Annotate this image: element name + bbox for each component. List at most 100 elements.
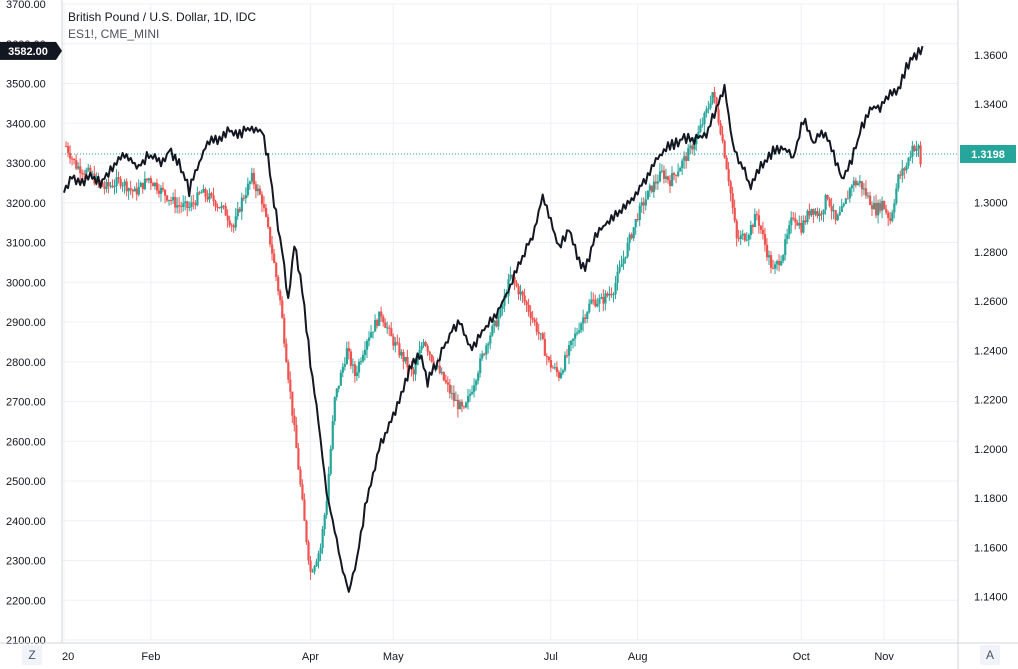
candle xyxy=(283,313,286,348)
candle xyxy=(729,179,732,202)
candle-body xyxy=(578,330,581,333)
candle xyxy=(228,215,231,228)
candle-body xyxy=(806,210,809,223)
candle xyxy=(374,314,377,332)
candle xyxy=(323,512,326,536)
candle xyxy=(396,334,399,346)
candle xyxy=(180,201,183,213)
candle xyxy=(568,340,571,365)
candle xyxy=(570,339,573,352)
candle-body xyxy=(652,181,656,192)
candle xyxy=(159,184,163,202)
candle xyxy=(69,145,72,164)
candle xyxy=(321,526,324,555)
candle xyxy=(240,192,243,220)
candle-body xyxy=(588,303,591,313)
candle xyxy=(224,202,227,216)
candle-body xyxy=(772,267,775,269)
candle xyxy=(917,143,920,158)
legend-main-series[interactable]: British Pound / U.S. Dollar, 1D, IDC xyxy=(68,10,257,24)
candle xyxy=(883,200,886,210)
candle xyxy=(519,284,522,301)
candle xyxy=(208,188,211,203)
candle-body xyxy=(503,295,506,307)
candle xyxy=(608,286,611,301)
candle-body xyxy=(293,415,296,425)
x-tick-label: Feb xyxy=(141,651,160,663)
candle-body xyxy=(669,180,672,186)
candle xyxy=(394,337,397,353)
candle-body xyxy=(553,367,557,369)
candle-body xyxy=(563,355,567,371)
candle xyxy=(614,275,617,300)
candle xyxy=(353,361,357,383)
candle-body xyxy=(681,160,684,169)
candle-body xyxy=(745,239,748,241)
candle xyxy=(448,378,452,399)
candle xyxy=(149,175,153,190)
auto-scale-button[interactable]: A xyxy=(980,645,1000,665)
candle-body xyxy=(454,399,458,401)
candle-body xyxy=(204,188,207,197)
candle-body xyxy=(273,253,276,263)
candle-body xyxy=(733,207,736,221)
candle xyxy=(602,289,605,312)
candle xyxy=(382,314,385,327)
candle-body xyxy=(634,218,637,228)
candle xyxy=(574,327,577,347)
candle-body xyxy=(471,391,474,394)
candle-body xyxy=(129,188,132,190)
candle xyxy=(541,331,544,341)
candle xyxy=(794,212,797,230)
candle xyxy=(753,208,757,227)
candle-body xyxy=(448,384,452,394)
candle xyxy=(236,201,239,220)
candle-body xyxy=(765,244,769,258)
candle-body xyxy=(497,316,500,327)
candle-body xyxy=(475,380,478,386)
candle-body xyxy=(351,364,355,366)
candle xyxy=(662,165,666,184)
candle-body xyxy=(693,144,696,150)
candle xyxy=(707,101,710,114)
candle-body xyxy=(400,352,403,356)
candle xyxy=(806,209,809,225)
candle xyxy=(430,354,433,363)
candle xyxy=(767,250,771,265)
candle-body xyxy=(390,328,393,337)
candle xyxy=(452,385,456,408)
candle-body xyxy=(436,365,439,367)
candle-body xyxy=(713,92,716,98)
candle xyxy=(363,341,367,361)
timezone-button[interactable]: Z xyxy=(22,645,42,665)
candle xyxy=(388,324,391,336)
candle xyxy=(77,162,80,171)
candle xyxy=(458,399,462,410)
candle xyxy=(127,187,130,200)
candle-body xyxy=(170,199,173,201)
candle xyxy=(616,264,619,291)
candle-body xyxy=(737,237,740,240)
candle-body xyxy=(161,187,165,190)
candle xyxy=(784,233,787,261)
candle xyxy=(854,177,858,188)
candle xyxy=(866,191,870,199)
candle-body xyxy=(856,183,860,186)
candle-body xyxy=(699,125,702,132)
candle-body xyxy=(184,201,187,204)
candle xyxy=(79,158,82,182)
candle-body xyxy=(854,180,858,186)
candle-body xyxy=(295,424,298,449)
candle xyxy=(212,187,215,207)
candle-body xyxy=(731,193,734,208)
candle xyxy=(456,394,460,418)
legend-compare-series[interactable]: ES1!, CME_MINI xyxy=(68,27,160,41)
candle-body xyxy=(224,206,227,216)
candle xyxy=(832,203,835,220)
candle-body xyxy=(656,181,660,184)
candle-body xyxy=(206,196,209,200)
candle-body xyxy=(487,343,490,346)
candle xyxy=(671,166,674,187)
candle-body xyxy=(218,207,221,209)
